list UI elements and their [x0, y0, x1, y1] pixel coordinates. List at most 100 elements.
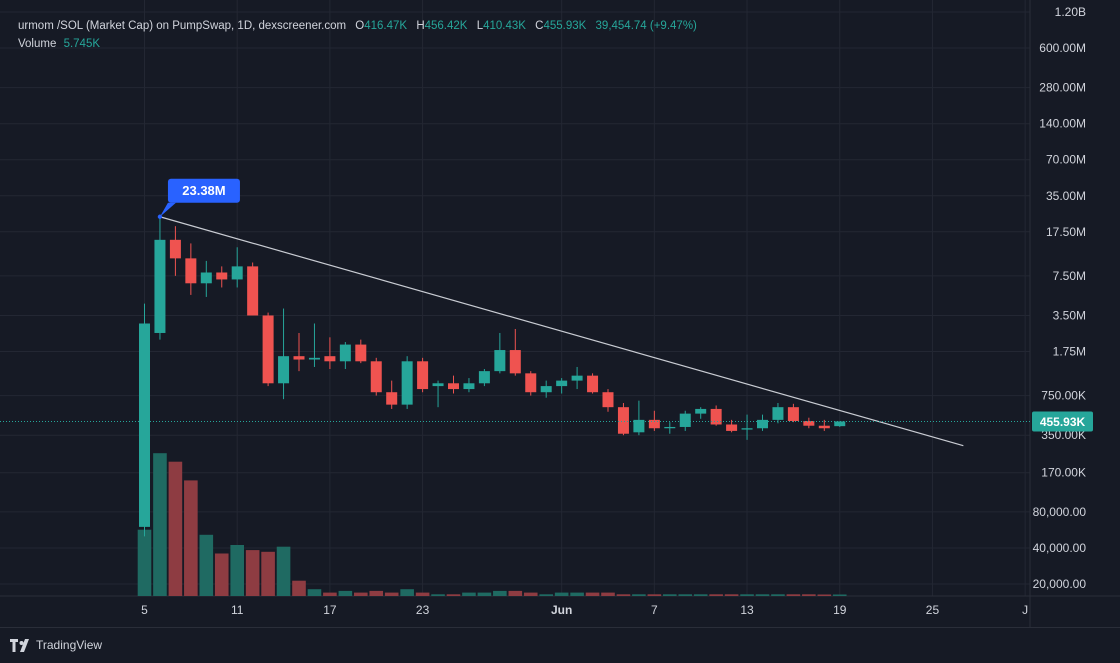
y-tick-label: 7.50M [1053, 269, 1086, 283]
legend-volume-label[interactable]: Volume [18, 38, 57, 50]
candle [818, 419, 830, 431]
legend-row-price: urmom /SOL (Market Cap) on PumpSwap, 1D,… [18, 17, 697, 35]
candle [602, 389, 614, 412]
y-tick-label: 1.75M [1053, 345, 1086, 359]
candle [463, 378, 475, 393]
brand-name: TradingView [36, 638, 103, 652]
volume-bar [493, 590, 507, 596]
candles [139, 216, 846, 537]
candle [169, 226, 181, 276]
y-tick-label: 20,000.00 [1033, 577, 1087, 591]
candle-body [216, 272, 228, 280]
candle-body [139, 323, 150, 527]
candle-body [818, 425, 830, 429]
candle-body [556, 380, 568, 387]
current-price-badge [1032, 411, 1093, 432]
y-tick-label: 600.00M [1039, 41, 1086, 55]
price-axis[interactable]: 1.20B 600.00M 280.00M 140.00M 70.00M 35.00M 17… [1032, 5, 1093, 591]
volume-bar [601, 592, 615, 596]
volume-bar [678, 594, 693, 596]
candle [139, 303, 150, 537]
candle [509, 328, 521, 376]
candle [757, 414, 768, 431]
volume-bar [585, 592, 600, 596]
volume-bar [709, 594, 723, 596]
candle [648, 410, 660, 431]
candle [726, 419, 738, 433]
candle-body [602, 392, 614, 408]
candle [448, 375, 459, 394]
volume-bar [446, 594, 461, 596]
volume-bar [523, 592, 538, 596]
annotation-group[interactable]: 23.38M [157, 178, 240, 219]
legend-row-volume: Volume 5.745K [18, 35, 697, 53]
candle [231, 247, 243, 288]
candle [339, 342, 351, 370]
x-tick-label: 13 [740, 603, 754, 617]
candle-body [787, 407, 799, 421]
candle-body [448, 383, 459, 390]
volume-bar [369, 590, 384, 596]
candle-body [664, 426, 676, 429]
candle [370, 357, 382, 396]
volume-bar [663, 594, 677, 596]
trendline-group[interactable] [159, 216, 964, 447]
candle-body [370, 361, 382, 393]
candle [324, 337, 336, 370]
y-tick-label: 70.00M [1046, 153, 1086, 167]
x-tick-label: 11 [231, 603, 244, 617]
volume-bar [693, 594, 708, 596]
tradingview-brand[interactable]: TradingView [10, 638, 102, 652]
candle-body [710, 408, 722, 425]
trendline[interactable] [159, 216, 964, 447]
x-tick-label: 19 [833, 603, 847, 617]
annotation-label: 23.38M [182, 183, 225, 198]
candle [417, 357, 429, 393]
y-tick-label: 750.00K [1041, 389, 1086, 403]
candle [278, 308, 290, 400]
legend-open-label: O [355, 20, 365, 32]
annotation-box[interactable] [167, 178, 240, 203]
candle-body [494, 350, 506, 372]
volume-bar [632, 594, 646, 596]
volume-bar [307, 589, 322, 596]
volume-bar [508, 590, 523, 596]
volume-bar [724, 594, 739, 596]
x-tick-label: Jun [551, 603, 572, 617]
y-tick-label: 350.00K [1041, 428, 1086, 442]
candle-body [200, 272, 212, 284]
candle-body [726, 424, 738, 431]
volume-bar [570, 592, 584, 596]
candle [679, 410, 691, 431]
candle [710, 405, 722, 426]
y-tick-label: 280.00M [1039, 81, 1086, 95]
y-tick-label: 170.00K [1041, 466, 1086, 480]
candle-body [401, 361, 413, 405]
candle [556, 378, 568, 394]
x-tick-label: 23 [416, 603, 430, 617]
volume-bar [354, 592, 368, 596]
candle [617, 403, 629, 436]
candle [216, 266, 228, 288]
candle [386, 380, 398, 409]
chart-legend: urmom /SOL (Market Cap) on PumpSwap, 1D,… [18, 17, 697, 53]
footer-bar: TradingView [0, 627, 1120, 663]
candle-body [679, 413, 691, 427]
candle-body [772, 407, 784, 420]
volume-bar [539, 594, 553, 596]
candle-body [262, 315, 274, 384]
candle [664, 422, 676, 434]
candle [834, 421, 846, 427]
time-axis[interactable]: 5 11 17 23 Jun 7 13 19 25 J [141, 603, 1028, 617]
candle-body [278, 356, 290, 384]
volume-bar [477, 592, 492, 596]
volume-bar [817, 594, 832, 596]
volume-bar [802, 594, 816, 596]
legend-symbol[interactable]: urmom /SOL (Market Cap) on PumpSwap, 1D,… [18, 20, 347, 32]
volume-bar [184, 480, 198, 596]
candle-body [185, 258, 197, 284]
current-price-label: 455.93K [1040, 415, 1086, 429]
y-tick-label: 35.00M [1046, 189, 1086, 203]
tradingview-logo-icon [10, 638, 29, 652]
